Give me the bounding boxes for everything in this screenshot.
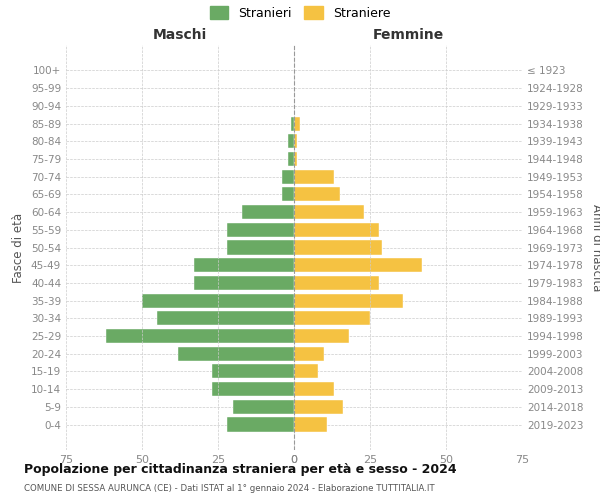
Bar xyxy=(157,311,294,326)
Bar xyxy=(294,329,349,343)
Bar xyxy=(294,188,340,202)
Bar xyxy=(294,382,334,396)
Bar xyxy=(294,311,370,326)
Bar xyxy=(294,170,334,184)
Y-axis label: Anni di nascita: Anni di nascita xyxy=(590,204,600,291)
Bar xyxy=(233,400,294,414)
Bar xyxy=(212,382,294,396)
Bar xyxy=(227,418,294,432)
Bar xyxy=(242,205,294,219)
Bar xyxy=(227,222,294,237)
Bar xyxy=(282,170,294,184)
Bar xyxy=(212,364,294,378)
Bar xyxy=(294,364,319,378)
Bar xyxy=(291,116,294,130)
Bar xyxy=(294,258,422,272)
Bar xyxy=(194,276,294,290)
Text: Popolazione per cittadinanza straniera per età e sesso - 2024: Popolazione per cittadinanza straniera p… xyxy=(24,462,457,475)
Title: Maschi: Maschi xyxy=(153,28,207,42)
Bar xyxy=(288,134,294,148)
Bar xyxy=(106,329,294,343)
Bar xyxy=(142,294,294,308)
Bar xyxy=(294,222,379,237)
Bar xyxy=(294,400,343,414)
Legend: Stranieri, Straniere: Stranieri, Straniere xyxy=(205,1,395,25)
Bar xyxy=(294,116,300,130)
Bar xyxy=(294,205,364,219)
Bar xyxy=(194,258,294,272)
Bar xyxy=(294,134,297,148)
Bar xyxy=(227,240,294,254)
Bar xyxy=(294,346,325,361)
Bar xyxy=(294,152,297,166)
Y-axis label: Fasce di età: Fasce di età xyxy=(13,212,25,282)
Title: Femmine: Femmine xyxy=(373,28,443,42)
Bar xyxy=(294,240,382,254)
Bar xyxy=(294,276,379,290)
Bar xyxy=(294,418,328,432)
Bar xyxy=(282,188,294,202)
Text: COMUNE DI SESSA AURUNCA (CE) - Dati ISTAT al 1° gennaio 2024 - Elaborazione TUTT: COMUNE DI SESSA AURUNCA (CE) - Dati ISTA… xyxy=(24,484,434,493)
Bar xyxy=(294,294,403,308)
Bar xyxy=(288,152,294,166)
Bar xyxy=(178,346,294,361)
